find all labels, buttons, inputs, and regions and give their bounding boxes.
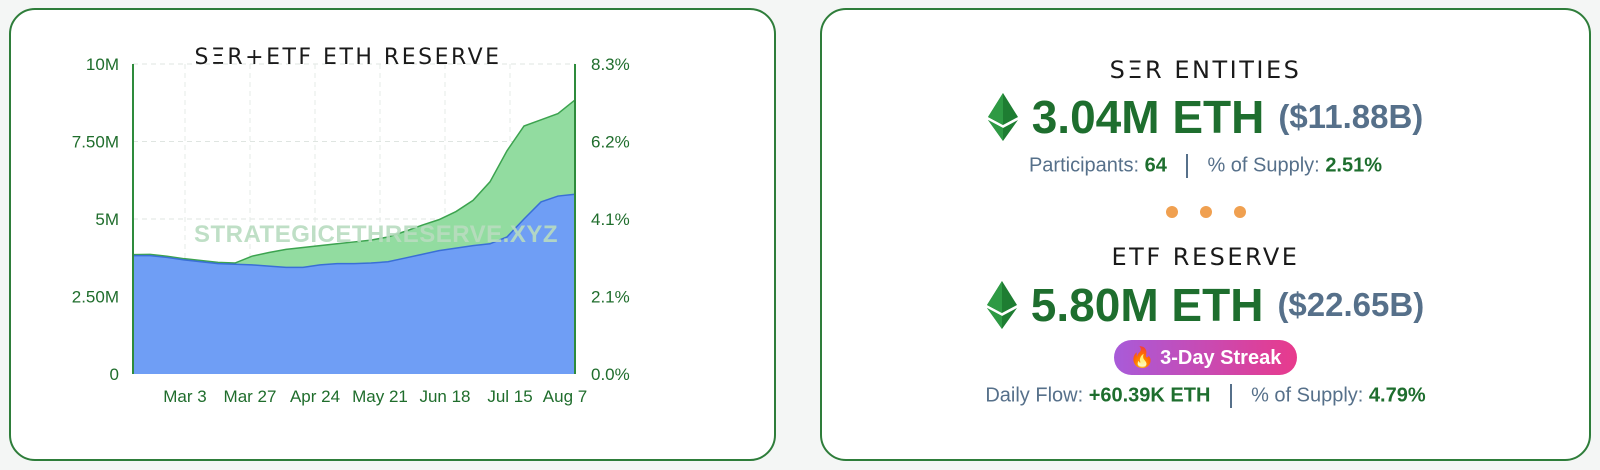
ser-supply-value: 2.51% [1325,154,1383,177]
chart-card: STRATEGICETHRESERVE.XYZ SΞR+ETF ETH RESER… [9,8,776,461]
ser-section: SΞR ENTITIES [822,56,1589,84]
chart-title: SΞR+ETF ETH RESERVE [194,45,501,70]
etf-reserve-area [133,194,575,374]
dot [1199,206,1212,218]
ser-details: Participants: 64 % of Supply: 2.51% [822,154,1589,178]
y-left-tick-label: 5M [95,210,119,229]
x-tick-label: Mar 27 [224,387,277,406]
watermark: STRATEGICETHRESERVE.XYZ [194,221,558,248]
divider [1230,384,1232,408]
participants-label: Participants: [1028,154,1140,177]
ser-eth-amount: 3.04M ETH [1031,91,1265,143]
y-left-tick-label: 10M [86,55,119,74]
x-tick-label: Aug 7 [543,387,587,406]
y-right-tick-label: 2.1% [591,288,630,307]
y-right-tick-label: 0.0% [591,365,630,384]
ser-supply-label: % of Supply: [1207,154,1320,177]
streak-badge: 🔥 3-Day Streak [1113,340,1298,375]
x-tick-label: Jun 18 [419,387,470,406]
streak-row: 🔥 3-Day Streak [822,340,1589,375]
participants-value: 64 [1144,154,1167,177]
ser-amount-row: 3.04M ETH ($11.88B) [822,90,1589,144]
ethereum-icon [986,281,1017,329]
etf-title: ETF RESERVE [1111,243,1300,271]
dot [1233,206,1246,218]
etf-supply-label: % of Supply: [1251,384,1364,407]
etf-eth-amount: 5.80M ETH [1030,279,1264,331]
divider [1186,154,1188,178]
separator-dots [822,206,1589,218]
x-tick-label: May 21 [352,387,408,406]
etf-details: Daily Flow: +60.39K ETH % of Supply: 4.7… [822,384,1589,408]
y-right-tick-label: 6.2% [591,133,630,152]
x-tick-label: Jul 15 [487,387,532,406]
y-right-tick-label: 4.1% [591,210,630,229]
x-tick-label: Apr 24 [290,387,340,406]
stats-card: SΞR ENTITIES 3.04M ETH ($11.88B) Partici… [820,8,1591,461]
dot [1165,206,1178,218]
etf-section: ETF RESERVE [822,243,1589,271]
ethereum-icon [987,93,1018,141]
y-left-tick-label: 2.50M [72,288,119,307]
daily-flow-label: Daily Flow: [985,384,1084,407]
ser-usd-amount: ($11.88B) [1278,98,1424,135]
reserve-area-chart: STRATEGICETHRESERVE.XYZ SΞR+ETF ETH RESER… [72,45,630,406]
etf-supply-value: 4.79% [1368,384,1426,407]
y-left-tick-label: 7.50M [72,133,119,152]
x-tick-label: Mar 3 [163,387,206,406]
etf-reserve-line [133,193,576,269]
etf-amount-row: 5.80M ETH ($22.65B) [822,278,1589,332]
y-left-tick-label: 0 [110,365,119,384]
total-reserve-line [132,99,576,264]
y-right-tick-label: 8.3% [591,55,630,74]
etf-usd-amount: ($22.65B) [1277,286,1425,323]
ser-title: SΞR ENTITIES [1109,56,1302,84]
daily-flow-value: +60.39K ETH [1088,384,1211,407]
